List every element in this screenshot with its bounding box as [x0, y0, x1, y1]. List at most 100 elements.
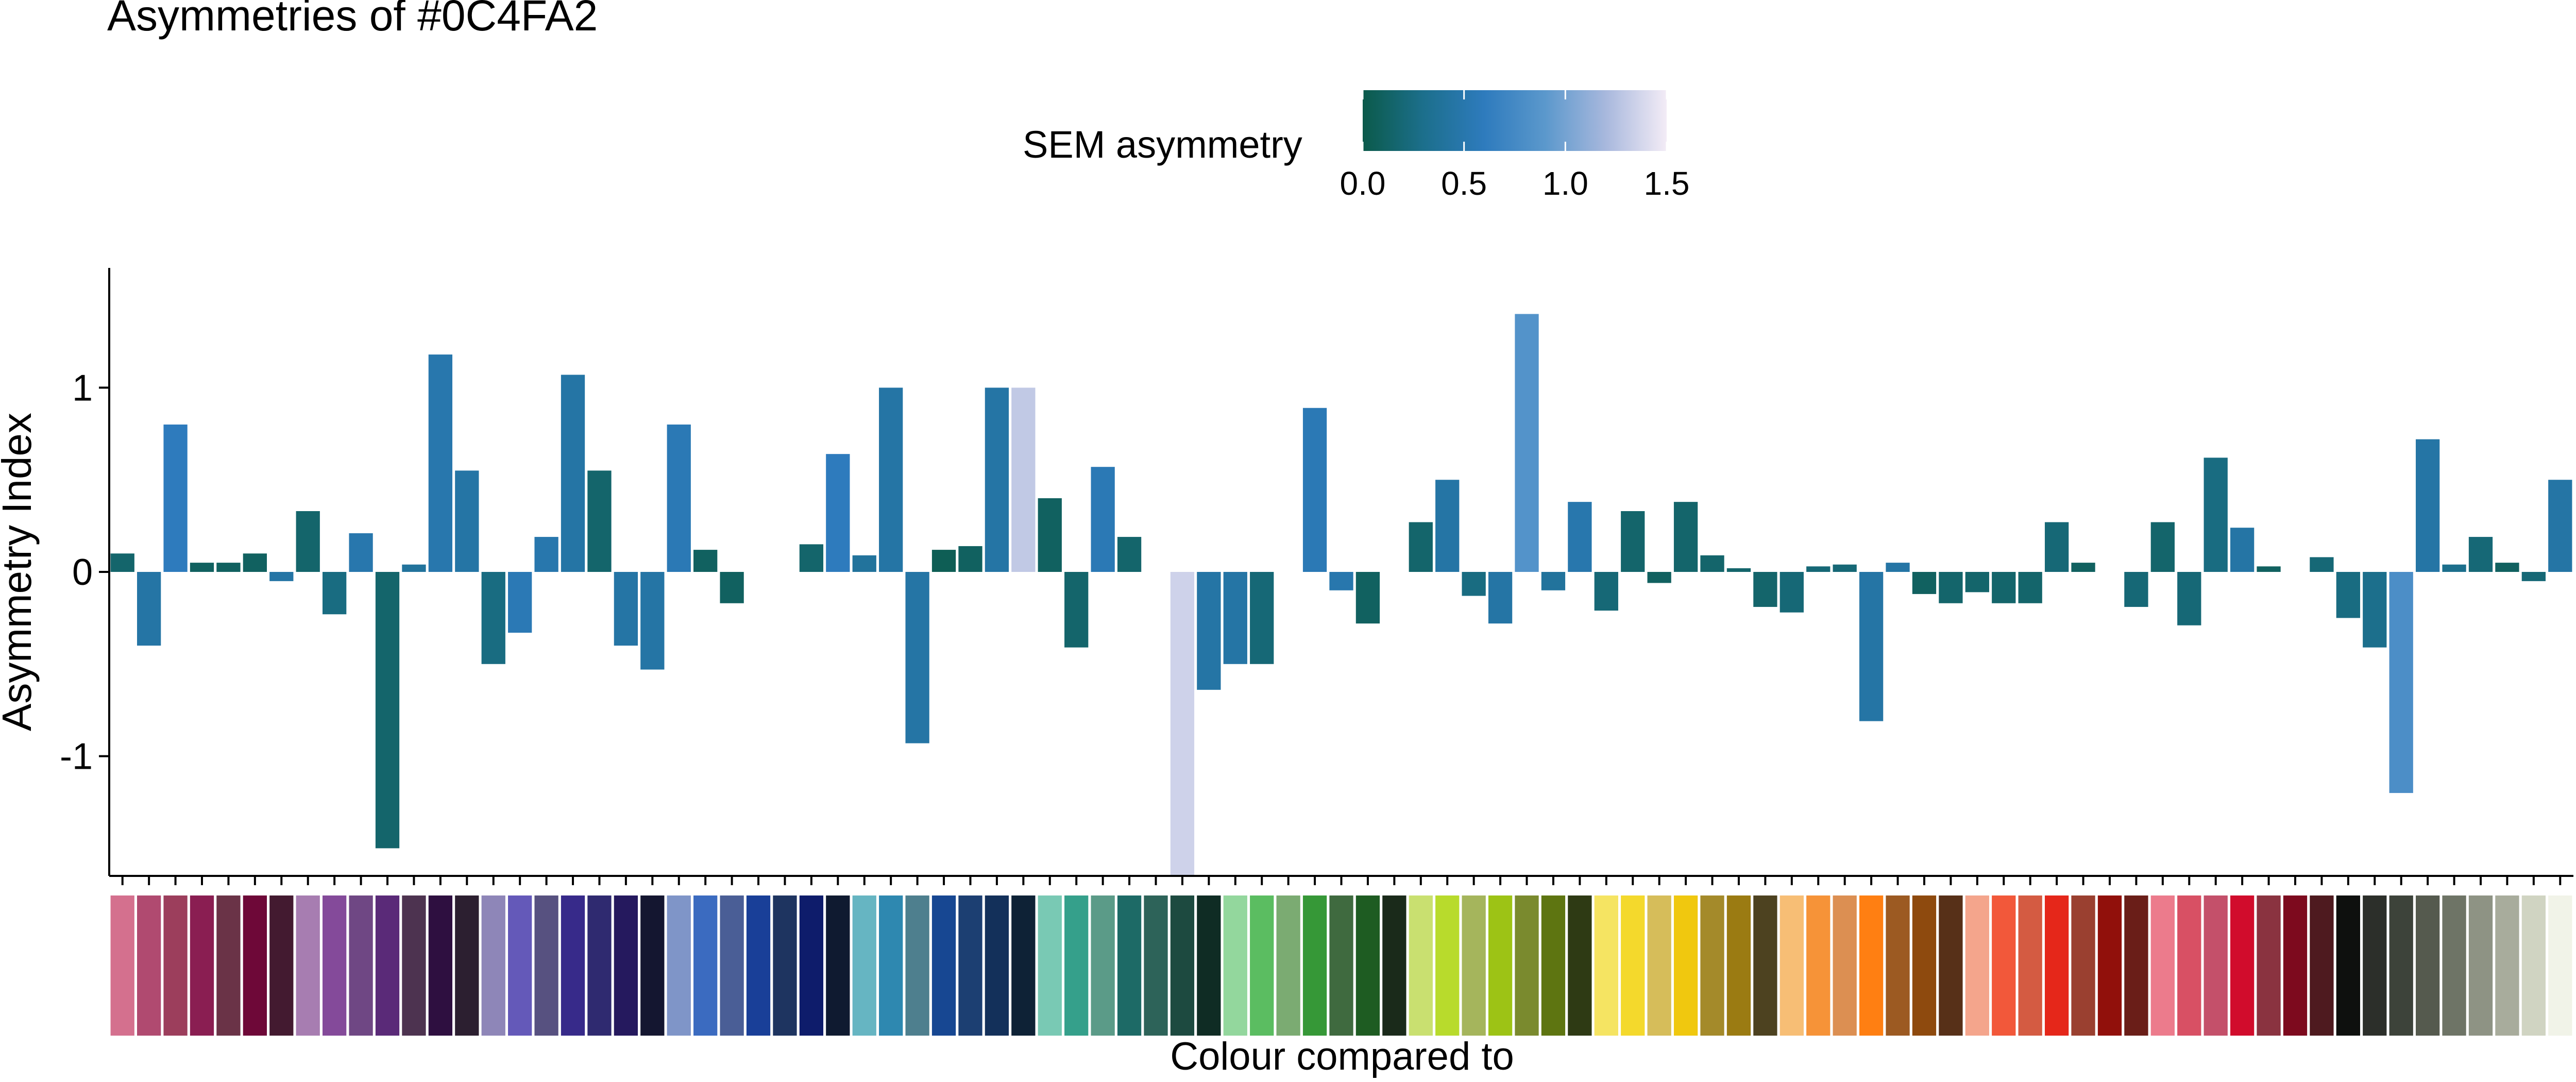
category-swatch [2177, 895, 2201, 1036]
category-swatch [163, 895, 188, 1036]
bar [1011, 387, 1036, 572]
legend-tick-label: 1.5 [1644, 165, 1690, 202]
bar [1965, 572, 1989, 593]
bar [1859, 572, 1884, 721]
category-swatch [1276, 895, 1300, 1036]
bar [2442, 564, 2466, 572]
bar [2018, 572, 2042, 603]
category-swatch [243, 895, 267, 1036]
category-swatch [1091, 895, 1115, 1036]
bar [1462, 572, 1486, 596]
category-swatch [2310, 895, 2334, 1036]
category-swatch [826, 895, 850, 1036]
bar [349, 533, 373, 572]
bar [2495, 563, 2519, 572]
category-swatch [931, 895, 956, 1036]
bar [269, 572, 294, 581]
bar [2071, 563, 2095, 572]
category-swatch [508, 895, 532, 1036]
bar [296, 511, 320, 572]
category-swatch [2124, 895, 2148, 1036]
category-swatch [216, 895, 241, 1036]
category-swatch [2150, 895, 2175, 1036]
bar [1939, 572, 1963, 603]
category-swatch [190, 895, 214, 1036]
bar [1806, 566, 1831, 572]
bar [640, 572, 665, 670]
category-swatch [110, 895, 134, 1036]
category-swatch [1515, 895, 1539, 1036]
bar [1594, 572, 1618, 611]
category-swatch [2071, 895, 2095, 1036]
bar [2389, 572, 2413, 793]
category-swatch [1011, 895, 1036, 1036]
bar [137, 572, 161, 646]
category-swatch [1170, 895, 1195, 1036]
legend-title: SEM asymmetry [1023, 123, 1302, 166]
bar [931, 550, 956, 572]
bar [1912, 572, 1937, 594]
category-swatch [1939, 895, 1963, 1036]
bar [2415, 439, 2440, 572]
bar [1091, 467, 1115, 572]
category-swatch [375, 895, 400, 1036]
bar [1197, 572, 1221, 690]
category-swatch [1700, 895, 1724, 1036]
category-swatch [1753, 895, 1777, 1036]
category-swatch [1780, 895, 1804, 1036]
category-swatch [720, 895, 744, 1036]
category-swatch [614, 895, 638, 1036]
category-swatch [2468, 895, 2493, 1036]
category-swatch [693, 895, 718, 1036]
bar [1621, 511, 1645, 572]
category-swatch [2204, 895, 2228, 1036]
category-swatch [667, 895, 691, 1036]
bar [2310, 557, 2334, 572]
category-swatch [534, 895, 558, 1036]
category-swatch [2521, 895, 2546, 1036]
category-swatch [1726, 895, 1751, 1036]
category-swatch [2230, 895, 2255, 1036]
bar [1064, 572, 1089, 648]
legend-tick-label: 1.0 [1543, 165, 1588, 202]
bar [2336, 572, 2360, 618]
category-swatch [1117, 895, 1142, 1036]
category-swatch [1355, 895, 1380, 1036]
category-swatch [561, 895, 585, 1036]
category-swatch [1250, 895, 1274, 1036]
bar [1833, 564, 1857, 572]
bar [1541, 572, 1566, 590]
category-swatch [1223, 895, 1247, 1036]
category-swatch [905, 895, 929, 1036]
bar [1488, 572, 1513, 624]
category-swatch [985, 895, 1009, 1036]
category-swatch [1568, 895, 1592, 1036]
bar [428, 354, 453, 572]
bar [852, 555, 876, 572]
category-swatch [958, 895, 982, 1036]
category-swatch [481, 895, 505, 1036]
bar [1726, 568, 1751, 572]
bar [1170, 572, 1195, 876]
legend: 0.0 0.5 1.0 1.5 [1340, 90, 1690, 202]
category-swatch [1621, 895, 1645, 1036]
y-tick-label: -1 [60, 736, 93, 777]
y-tick-label: 0 [72, 552, 93, 593]
bar [2257, 566, 2281, 572]
y-tick-label: 1 [72, 367, 93, 409]
category-swatch [1992, 895, 2016, 1036]
bar [481, 572, 505, 664]
bar [1329, 572, 1353, 590]
category-swatch [1912, 895, 1937, 1036]
bar [1038, 498, 1062, 572]
bar [243, 553, 267, 572]
bar [1435, 480, 1460, 572]
bar [1117, 537, 1142, 572]
bar [879, 387, 903, 572]
category-swatch [2044, 895, 2069, 1036]
category-swatch [2363, 895, 2387, 1036]
category-swatch [2415, 895, 2440, 1036]
bar [1992, 572, 2016, 603]
category-swatch [1673, 895, 1698, 1036]
